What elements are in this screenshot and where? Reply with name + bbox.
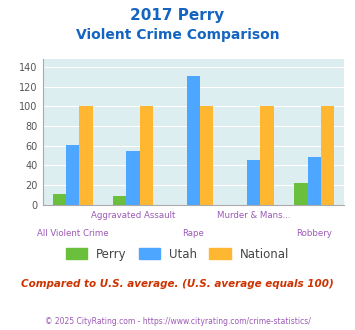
Bar: [53, 194, 66, 205]
Bar: [66, 145, 80, 205]
Legend: Perry, Utah, National: Perry, Utah, National: [61, 243, 294, 265]
Text: © 2025 CityRating.com - https://www.cityrating.com/crime-statistics/: © 2025 CityRating.com - https://www.city…: [45, 317, 310, 326]
Text: 2017 Perry: 2017 Perry: [130, 8, 225, 23]
Bar: [113, 196, 126, 205]
Text: Murder & Mans...: Murder & Mans...: [217, 211, 291, 220]
Text: All Violent Crime: All Violent Crime: [37, 229, 109, 238]
Bar: [200, 107, 213, 205]
Bar: [294, 183, 307, 205]
Text: Compared to U.S. average. (U.S. average equals 100): Compared to U.S. average. (U.S. average …: [21, 279, 334, 289]
Bar: [187, 76, 200, 205]
Bar: [126, 150, 140, 205]
Bar: [261, 107, 274, 205]
Text: Violent Crime Comparison: Violent Crime Comparison: [76, 28, 279, 42]
Text: Aggravated Assault: Aggravated Assault: [91, 211, 175, 220]
Bar: [321, 107, 334, 205]
Text: Robbery: Robbery: [296, 229, 332, 238]
Bar: [247, 160, 261, 205]
Bar: [140, 107, 153, 205]
Bar: [307, 156, 321, 205]
Bar: [80, 107, 93, 205]
Text: Rape: Rape: [182, 229, 204, 238]
